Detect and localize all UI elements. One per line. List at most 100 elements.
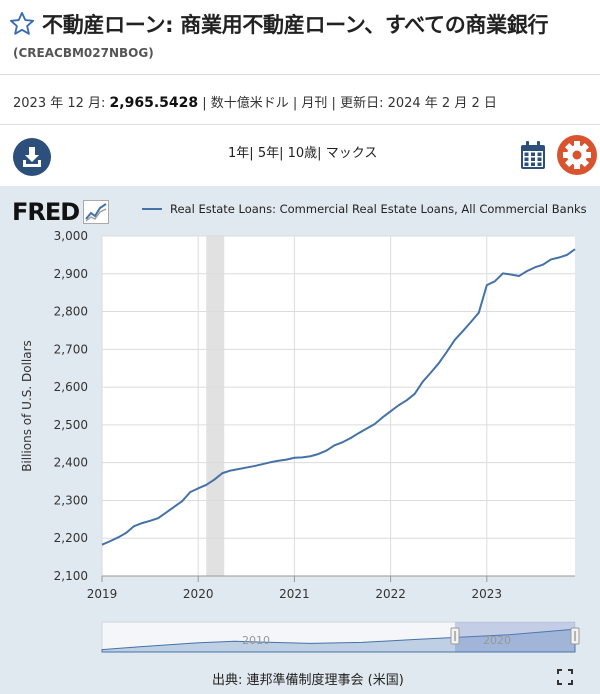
y-tick-label: 2,500 [54, 418, 88, 432]
data-point [414, 393, 416, 395]
data-point [325, 450, 327, 452]
chart-legend: Real Estate Loans: Commercial Real Estat… [142, 202, 587, 216]
data-point [117, 536, 119, 538]
fred-graph-icon [83, 200, 110, 224]
data-point [125, 532, 127, 534]
range-5y-button[interactable]: 5年 [257, 146, 280, 161]
data-point [293, 457, 295, 459]
data-point [285, 459, 287, 461]
data-point [181, 500, 183, 502]
data-point [133, 525, 135, 527]
calendar-icon[interactable] [520, 140, 546, 170]
data-point [462, 330, 464, 332]
settings-button[interactable] [557, 135, 597, 175]
data-point [534, 266, 536, 268]
data-point [237, 468, 239, 470]
data-point [205, 484, 207, 486]
x-tick-label: 2019 [87, 587, 118, 601]
data-point [229, 470, 231, 472]
y-tick-label: 2,100 [54, 569, 88, 583]
data-point [510, 274, 512, 276]
navigator-label: 2010 [242, 634, 270, 647]
data-point [197, 487, 199, 489]
series-line [101, 248, 576, 546]
range-10y-button[interactable]: 10歳 [287, 146, 318, 161]
divider [0, 124, 600, 125]
data-point [542, 264, 544, 266]
data-point [566, 254, 568, 256]
data-point [317, 453, 319, 455]
observation-value: 2,965.5428 [109, 95, 199, 111]
data-point [189, 491, 191, 493]
data-point [526, 270, 528, 272]
data-point [374, 423, 376, 425]
chart-toolbar: 1年| 5年| 10歳| マックス [0, 130, 600, 184]
divider [0, 74, 600, 75]
data-point [213, 479, 215, 481]
data-point [398, 404, 400, 406]
data-point [149, 520, 151, 522]
data-point [454, 339, 456, 341]
data-point [382, 416, 384, 418]
data-point [269, 461, 271, 463]
x-tick-label: 2020 [183, 587, 214, 601]
y-tick-label: 2,600 [54, 380, 88, 394]
chart-panel: 2,100 2,200 2,300 2,400 2,500 2,600 2,700 2,800… [0, 186, 600, 694]
y-tick-label: 2,400 [54, 456, 88, 470]
x-tick-label: 2022 [375, 587, 406, 601]
fred-logo: FRED [12, 198, 110, 226]
y-tick-label: 2,800 [54, 305, 88, 319]
download-button[interactable] [13, 138, 51, 176]
data-point [438, 362, 440, 364]
data-point [446, 351, 448, 353]
data-point [350, 437, 352, 439]
data-point [494, 280, 496, 282]
data-point [141, 522, 143, 524]
data-point [470, 321, 472, 323]
data-point [430, 372, 432, 374]
download-icon [23, 147, 41, 167]
gear-icon [563, 141, 591, 169]
data-point [301, 456, 303, 458]
date-range-selector: 1年| 5年| 10歳| マックス [228, 146, 378, 161]
data-point [157, 517, 159, 519]
data-point [253, 465, 255, 467]
y-tick-label: 2,300 [54, 493, 88, 507]
data-point [165, 512, 167, 514]
data-point [342, 441, 344, 443]
recession-band [206, 236, 225, 576]
fullscreen-icon[interactable] [557, 669, 573, 685]
data-point [502, 272, 504, 274]
star-icon[interactable] [8, 10, 36, 38]
data-point [358, 432, 360, 434]
data-point [109, 540, 111, 542]
data-point [478, 312, 480, 314]
navigator-selection [455, 622, 575, 652]
y-tick-label: 2,200 [54, 531, 88, 545]
x-tick-label: 2021 [279, 587, 310, 601]
data-point [221, 472, 223, 474]
y-tick-label: 3,000 [54, 229, 88, 243]
data-point [277, 460, 279, 462]
data-point [486, 284, 488, 286]
data-point [390, 410, 392, 412]
line-chart[interactable]: 2,100 2,200 2,300 2,400 2,500 2,600 2,700 2,800… [0, 186, 600, 694]
x-tick-label: 2023 [472, 587, 503, 601]
y-axis-label: Billions of U.S. Dollars [20, 340, 34, 472]
title-row: 不動産ローン: 商業用不動産ローン、すべての商業銀行 [8, 6, 598, 42]
observation-period: 2023 年 12 月: [13, 96, 106, 111]
data-point [261, 463, 263, 465]
page-title: 不動産ローン: 商業用不動産ローン、すべての商業銀行 [42, 13, 549, 37]
data-point [558, 257, 560, 259]
data-point [550, 258, 552, 260]
plot-area [102, 236, 575, 576]
navigator-label: 2020 [483, 634, 511, 647]
legend-swatch [142, 208, 162, 210]
data-point [574, 248, 576, 250]
range-max-button[interactable]: マックス [325, 146, 378, 161]
range-1y-button[interactable]: 1年 [228, 146, 250, 161]
data-point [518, 275, 520, 277]
legend-label: Real Estate Loans: Commercial Real Estat… [170, 202, 587, 216]
data-point [245, 467, 247, 469]
series-id: (CREACBM027NBOG) [13, 46, 154, 60]
